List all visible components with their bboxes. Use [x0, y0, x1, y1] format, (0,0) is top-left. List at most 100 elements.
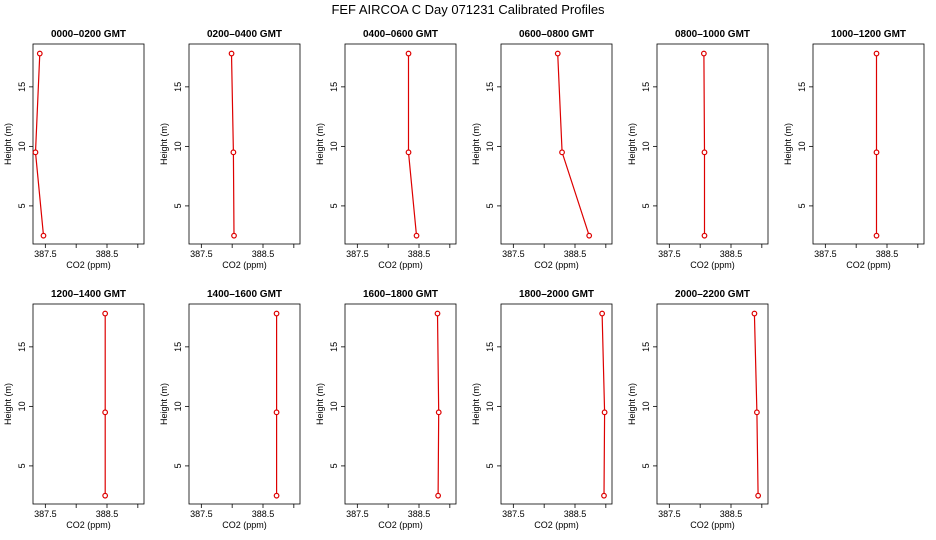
data-point — [601, 409, 608, 416]
y-tick-label: 10 — [173, 401, 183, 411]
plot-frame — [32, 43, 145, 245]
y-tick-label: 5 — [173, 203, 183, 208]
panel-title: 0400–0600 GMT — [363, 29, 438, 40]
y-tick-label: 5 — [641, 203, 651, 208]
main-title: FEF AIRCOA C Day 071231 Calibrated Profi… — [331, 2, 605, 17]
y-tick-label: 10 — [641, 141, 651, 151]
x-tick-label: 388.5 — [564, 509, 587, 519]
data-point — [405, 149, 412, 156]
data-point — [435, 492, 442, 499]
y-axis-label: Height (m) — [471, 123, 481, 165]
y-tick-label: 5 — [17, 463, 27, 468]
data-point — [434, 310, 441, 317]
x-tick-label: 388.5 — [96, 509, 119, 519]
y-tick-label: 10 — [173, 141, 183, 151]
x-axis-label: CO2 (ppm) — [534, 520, 579, 530]
panel-11: 2000–2200 GMT 387.5 388.5 5 10 15 CO2 (ppm) Hei… — [627, 289, 769, 530]
panel-title: 2000–2200 GMT — [675, 289, 750, 300]
data-point — [435, 409, 442, 416]
y-tick-label: 15 — [485, 82, 495, 92]
plot-frame — [188, 303, 301, 505]
panel-10: 1800–2000 GMT 387.5 388.5 5 10 15 CO2 (ppm) Hei… — [471, 289, 613, 530]
x-tick-label: 388.5 — [720, 509, 743, 519]
panels-group: 0000–0200 GMT 387.5 388.5 5 10 15 CO2 (ppm) Hei… — [3, 29, 925, 530]
data-point — [599, 310, 606, 317]
y-tick-label: 5 — [485, 203, 495, 208]
data-point — [102, 310, 109, 317]
y-axis-label: Height (m) — [315, 123, 325, 165]
x-tick-label: 388.5 — [252, 509, 275, 519]
y-axis-label: Height (m) — [627, 123, 637, 165]
y-tick-label: 15 — [173, 342, 183, 352]
x-axis-label: CO2 (ppm) — [66, 520, 111, 530]
data-point — [751, 310, 758, 317]
x-tick-label: 388.5 — [876, 249, 899, 259]
data-point — [873, 232, 880, 239]
profile-line — [703, 53, 706, 236]
profile-line — [557, 53, 590, 236]
y-axis-label: Height (m) — [627, 383, 637, 425]
y-tick-label: 10 — [485, 401, 495, 411]
y-tick-label: 15 — [17, 82, 27, 92]
plot-frame — [500, 303, 613, 505]
y-tick-label: 10 — [17, 141, 27, 151]
data-point — [230, 149, 237, 156]
panel-title: 1200–1400 GMT — [51, 289, 126, 300]
panel-2: 0200–0400 GMT 387.5 388.5 5 10 15 CO2 (ppm) Hei… — [159, 29, 301, 270]
plot-frame — [656, 303, 769, 505]
x-tick-label: 387.5 — [814, 249, 837, 259]
x-axis-label: CO2 (ppm) — [690, 260, 735, 270]
plot-frame — [500, 43, 613, 245]
y-tick-label: 15 — [485, 342, 495, 352]
plot-frame — [344, 43, 457, 245]
data-point — [700, 50, 707, 57]
panel-title: 0200–0400 GMT — [207, 29, 282, 40]
profile-line — [34, 53, 45, 236]
y-tick-label: 10 — [329, 141, 339, 151]
y-axis-label: Height (m) — [783, 123, 793, 165]
data-point — [755, 492, 762, 499]
x-tick-label: 387.5 — [34, 509, 57, 519]
y-tick-label: 5 — [329, 203, 339, 208]
data-point — [701, 232, 708, 239]
panel-title: 1000–1200 GMT — [831, 29, 906, 40]
y-tick-label: 5 — [329, 463, 339, 468]
panel-title: 1400–1600 GMT — [207, 289, 282, 300]
x-axis-label: CO2 (ppm) — [846, 260, 891, 270]
x-axis-label: CO2 (ppm) — [222, 520, 267, 530]
profile-line — [436, 313, 440, 496]
x-axis-label: CO2 (ppm) — [534, 260, 579, 270]
data-point — [873, 50, 880, 57]
data-point — [40, 232, 47, 239]
data-point — [102, 492, 109, 499]
data-point — [32, 149, 39, 156]
x-tick-label: 387.5 — [190, 249, 213, 259]
y-tick-label: 15 — [797, 82, 807, 92]
profile-line — [601, 313, 606, 496]
plot-frame — [32, 303, 145, 505]
plot-frame — [812, 43, 925, 245]
data-point — [559, 149, 565, 156]
panel-7: 1200–1400 GMT 387.5 388.5 5 10 15 CO2 (ppm) Hei… — [3, 289, 145, 530]
x-tick-label: 388.5 — [252, 249, 275, 259]
x-tick-label: 387.5 — [502, 509, 525, 519]
x-tick-label: 387.5 — [34, 249, 57, 259]
x-tick-label: 388.5 — [408, 249, 431, 259]
panel-3: 0400–0600 GMT 387.5 388.5 5 10 15 CO2 (ppm) Hei… — [315, 29, 457, 270]
y-tick-label: 10 — [797, 141, 807, 151]
data-point — [413, 232, 420, 239]
y-tick-label: 10 — [17, 401, 27, 411]
data-point — [273, 492, 280, 499]
y-tick-label: 10 — [485, 141, 495, 151]
x-axis-label: CO2 (ppm) — [690, 520, 735, 530]
x-tick-label: 387.5 — [658, 509, 681, 519]
y-tick-label: 5 — [797, 203, 807, 208]
panel-8: 1400–1600 GMT 387.5 388.5 5 10 15 CO2 (ppm) Hei… — [159, 289, 301, 530]
y-axis-label: Height (m) — [159, 383, 169, 425]
x-tick-label: 387.5 — [658, 249, 681, 259]
y-axis-label: Height (m) — [471, 383, 481, 425]
y-tick-label: 5 — [17, 203, 27, 208]
data-point — [102, 409, 109, 416]
y-tick-label: 15 — [173, 82, 183, 92]
data-point — [228, 50, 235, 57]
